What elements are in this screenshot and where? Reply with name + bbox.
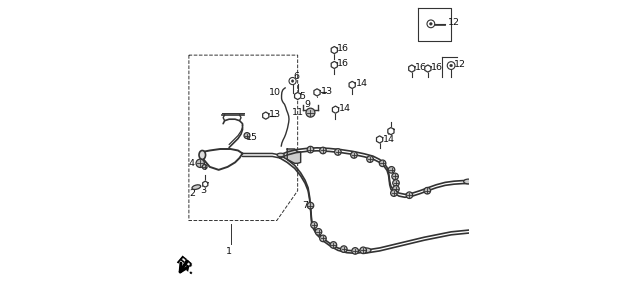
Ellipse shape	[199, 150, 205, 159]
Text: 14: 14	[356, 79, 368, 88]
Ellipse shape	[192, 185, 201, 190]
Circle shape	[340, 246, 347, 252]
Circle shape	[424, 187, 431, 194]
Circle shape	[380, 160, 386, 167]
Polygon shape	[287, 149, 301, 163]
Text: 15: 15	[246, 133, 258, 142]
Text: 16: 16	[337, 59, 349, 68]
Text: 12: 12	[447, 18, 460, 27]
Circle shape	[335, 149, 341, 155]
Text: 10: 10	[269, 88, 281, 97]
Text: 9: 9	[305, 100, 310, 109]
Text: 16: 16	[337, 44, 349, 53]
Text: 16: 16	[431, 63, 443, 72]
Circle shape	[392, 173, 398, 180]
Text: 1: 1	[227, 247, 232, 256]
Circle shape	[196, 159, 204, 167]
Circle shape	[406, 192, 413, 198]
Text: 7: 7	[303, 201, 308, 209]
Polygon shape	[349, 81, 355, 89]
Ellipse shape	[463, 179, 473, 184]
Text: 4: 4	[188, 159, 195, 168]
Polygon shape	[409, 65, 415, 72]
Polygon shape	[294, 92, 301, 100]
Text: 6: 6	[294, 72, 300, 81]
Circle shape	[202, 164, 207, 169]
Circle shape	[320, 147, 326, 154]
Circle shape	[352, 248, 358, 254]
Text: 16: 16	[415, 63, 428, 72]
Polygon shape	[262, 112, 269, 119]
Polygon shape	[425, 65, 431, 72]
Circle shape	[427, 20, 435, 28]
Circle shape	[447, 62, 455, 69]
Text: 2: 2	[189, 189, 195, 198]
Polygon shape	[376, 136, 383, 143]
Circle shape	[320, 235, 326, 242]
Polygon shape	[332, 61, 337, 69]
Text: 11: 11	[292, 108, 303, 117]
Polygon shape	[314, 89, 320, 96]
Circle shape	[351, 152, 357, 158]
Circle shape	[367, 156, 373, 162]
Ellipse shape	[277, 153, 284, 157]
Circle shape	[393, 186, 399, 192]
Text: 13: 13	[269, 110, 282, 119]
Text: 5: 5	[300, 92, 306, 101]
Text: 13: 13	[321, 87, 333, 96]
Circle shape	[390, 190, 397, 196]
Circle shape	[429, 22, 432, 25]
Circle shape	[330, 242, 337, 248]
Circle shape	[291, 80, 294, 82]
Circle shape	[244, 133, 250, 139]
Text: 3: 3	[201, 186, 207, 195]
Polygon shape	[203, 181, 208, 187]
Circle shape	[450, 64, 452, 67]
Circle shape	[311, 222, 317, 228]
Text: 12: 12	[454, 60, 465, 69]
Text: FR.: FR.	[173, 255, 198, 279]
Polygon shape	[332, 46, 337, 54]
Text: 14: 14	[339, 104, 351, 113]
Circle shape	[316, 229, 322, 235]
Circle shape	[393, 180, 399, 186]
Circle shape	[289, 77, 296, 85]
Text: 14: 14	[383, 135, 395, 144]
Ellipse shape	[362, 248, 371, 253]
Circle shape	[360, 247, 367, 254]
Polygon shape	[332, 106, 339, 113]
Text: 8: 8	[386, 128, 392, 137]
Circle shape	[306, 108, 315, 117]
Polygon shape	[388, 128, 394, 135]
Circle shape	[388, 167, 395, 173]
Circle shape	[307, 202, 314, 209]
Circle shape	[307, 146, 314, 153]
